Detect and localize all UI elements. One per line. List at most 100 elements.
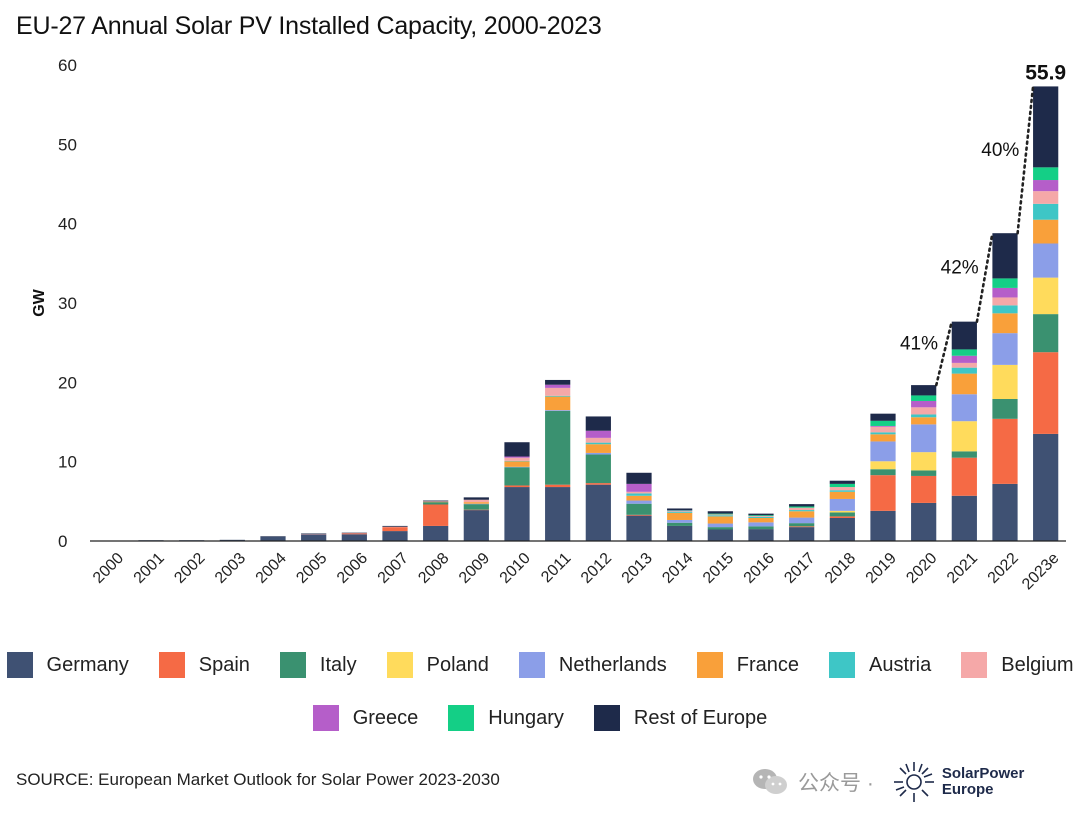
bar-segment <box>667 519 693 523</box>
legend-swatch <box>386 652 413 678</box>
bar-segment <box>951 394 977 422</box>
bar-segment <box>585 454 611 484</box>
bar-segment <box>829 480 855 484</box>
legend-item: Rest of Europe <box>593 705 768 731</box>
legend-item: Poland <box>386 652 489 678</box>
bar-segment <box>301 533 327 535</box>
bar-segment <box>992 418 1018 484</box>
bar-segment <box>545 484 571 488</box>
bar-segment <box>341 533 367 535</box>
y-tick-label: 50 <box>58 135 77 154</box>
bar-segment <box>423 500 449 502</box>
bar-segment <box>707 527 733 530</box>
bar-segment <box>707 511 733 514</box>
bar-segment <box>992 364 1018 399</box>
bar-segment <box>463 503 489 505</box>
bar-segment <box>992 483 1018 541</box>
bar-segment <box>707 514 733 516</box>
bar-segment <box>829 510 855 513</box>
bar-segment <box>667 510 693 511</box>
growth-label: 41% <box>900 333 938 354</box>
bar-segment <box>1033 352 1059 434</box>
x-tick-label: 2021 <box>944 550 981 587</box>
bar-segment <box>504 467 530 486</box>
bar-segment <box>585 444 611 453</box>
growth-label: 40% <box>981 140 1019 161</box>
bar-segment <box>829 517 855 541</box>
bar-segment <box>504 487 530 541</box>
bar-segment <box>870 434 896 442</box>
bar-segment <box>667 510 693 512</box>
logo-text: SolarPower Europe <box>942 766 1025 798</box>
bar-segment <box>789 504 815 507</box>
bar-segment <box>829 483 855 488</box>
bar-segment <box>870 461 896 470</box>
legend-swatch <box>279 652 306 678</box>
growth-connector <box>975 231 994 323</box>
bar-segment <box>423 502 449 505</box>
bar-segment <box>585 484 611 541</box>
bar-segment <box>463 509 489 511</box>
bar-segment <box>911 407 937 415</box>
bar-segment <box>748 516 774 518</box>
bar-segment <box>423 501 449 503</box>
x-tick-label: 2022 <box>985 550 1022 587</box>
bar-segment <box>545 487 571 541</box>
bar-segment <box>463 502 489 504</box>
bar-segment <box>585 452 611 455</box>
y-axis-label: GW <box>31 288 48 316</box>
bar-segment <box>260 536 286 537</box>
legend-swatch <box>448 705 475 731</box>
legend-swatch <box>312 705 339 731</box>
bar-segment <box>545 395 571 397</box>
bar-segment <box>992 398 1018 419</box>
bar-segment <box>545 396 571 411</box>
bar-segment <box>707 523 733 528</box>
bar-segment <box>1033 243 1059 278</box>
bar-segment <box>585 483 611 485</box>
legend-item: Netherlands <box>518 652 667 678</box>
legend-label: Belgium <box>1001 653 1074 676</box>
bar-segment <box>870 441 896 462</box>
bar-segment <box>1033 167 1059 181</box>
bar-segment <box>626 483 652 492</box>
legend-swatch <box>696 652 723 678</box>
bar-segment <box>382 525 408 527</box>
bar-segment <box>1033 219 1059 244</box>
bar-segment <box>626 495 652 501</box>
x-tick-label: 2023e <box>1019 550 1063 594</box>
legend-item: Austria <box>828 652 931 678</box>
x-tick-label: 2000 <box>90 550 127 587</box>
bar-segment <box>382 531 408 541</box>
bar-segment <box>504 456 530 458</box>
bar-segment <box>504 466 530 468</box>
bar-segment <box>748 516 774 517</box>
bar-segment <box>1033 180 1059 192</box>
bar-segment <box>951 457 977 496</box>
legend-label: Rest of Europe <box>633 706 768 729</box>
x-tick-label: 2018 <box>822 550 859 587</box>
bar-segment <box>911 417 937 425</box>
x-tick-label: 2019 <box>863 550 900 587</box>
bar-segment <box>463 510 489 541</box>
legend-label: Greece <box>352 706 419 729</box>
y-axis: 0 10 20 30 40 50 60 GW <box>31 56 77 551</box>
bar-segment <box>951 349 977 356</box>
bar-segment <box>626 493 652 496</box>
bar-segment <box>951 451 977 458</box>
bar-segment <box>789 527 815 541</box>
legend-item: France <box>696 652 799 678</box>
bar-segment <box>992 233 1018 279</box>
bar-segment <box>951 355 977 363</box>
legend-swatch <box>593 705 620 731</box>
bar-segment <box>667 511 693 513</box>
bar-segment <box>585 437 611 443</box>
bar-segment <box>341 534 367 541</box>
bar-segment <box>382 527 408 532</box>
bar-segment <box>463 499 489 503</box>
x-tick-label: 2013 <box>619 550 656 587</box>
total-label: 55.9 <box>1025 61 1066 84</box>
x-tick-label: 2014 <box>659 550 696 587</box>
legend-item: Italy <box>279 652 357 678</box>
bar-segment <box>829 490 855 492</box>
